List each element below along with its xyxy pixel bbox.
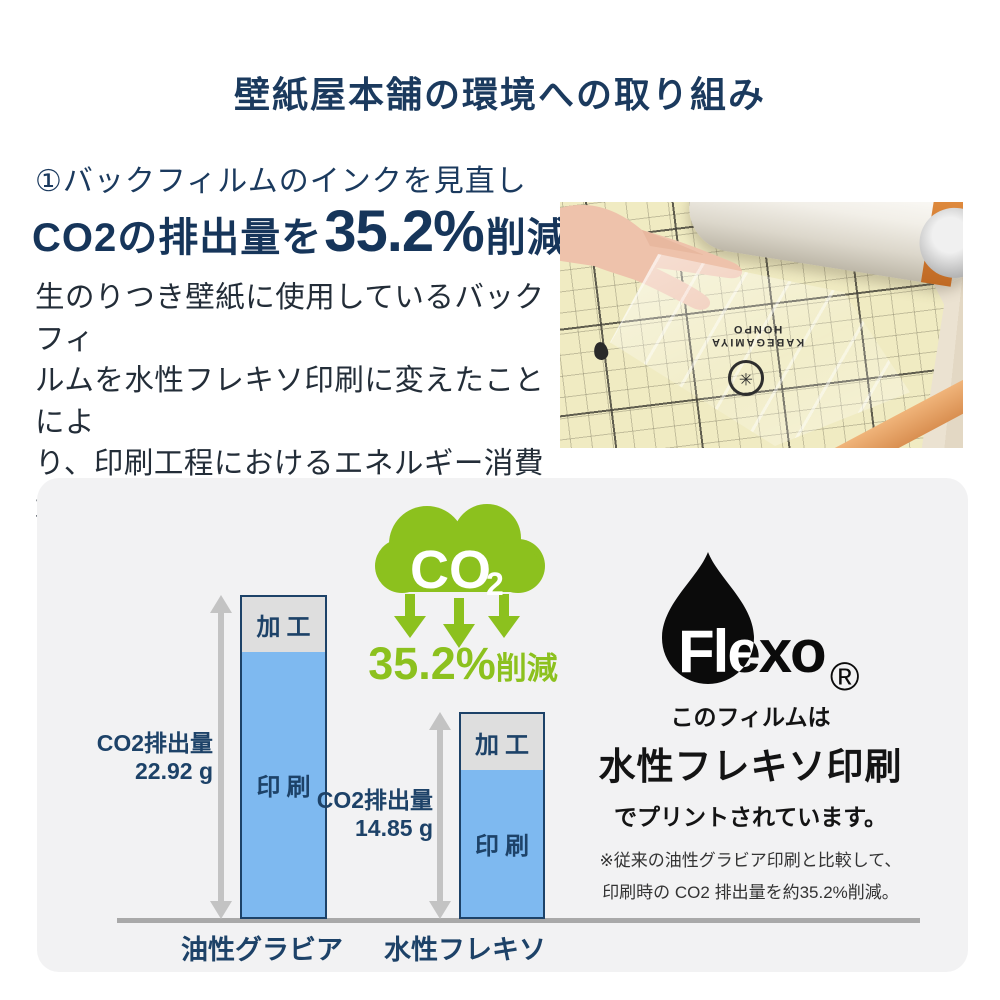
flexo-processing-segment: 加工 xyxy=(459,712,545,772)
film-print-line1: KABEGAMIYA xyxy=(710,336,805,348)
arrow-down-gravure xyxy=(210,901,232,919)
flexo-drop-icon xyxy=(662,552,754,685)
arrow-shaft-flexo xyxy=(437,728,443,903)
flexo-description: このフィルムは 水性フレキソ印刷 でプリントされています。 ※従来の油性グラビア… xyxy=(563,698,938,903)
reduction-suffix: 削減 xyxy=(495,651,558,686)
arrow-shaft-gravure xyxy=(218,611,224,903)
gravure-processing-segment: 加工 xyxy=(240,595,327,654)
flexo-co2-metric: CO2排出量 14.85 g xyxy=(275,786,433,842)
flexo-footnote-line1: ※従来の油性グラビア印刷と比較して、 xyxy=(599,851,902,870)
flexo-metric-value: 14.85 g xyxy=(355,815,433,841)
cloud-co-label: CO xyxy=(410,540,491,600)
flexo-footnote-line2: 印刷時の CO2 排出量を約35.2%削減。 xyxy=(602,883,899,902)
film-print-line2: HONPO xyxy=(731,323,783,335)
flexo-metric-label: CO2排出量 xyxy=(316,787,433,813)
gravure-processing-label: 加工 xyxy=(256,614,317,641)
axis-label-gravure: 油性グラビア xyxy=(181,935,343,965)
co2-statement-highlight: 35.2% xyxy=(324,199,484,264)
flexo-printing-label: 印刷 xyxy=(475,833,535,860)
flexo-desc-line3: でプリントされています。 xyxy=(613,804,887,830)
flexo-processing-label: 加工 xyxy=(475,731,535,759)
film-print-text: KABEGAMIYA HONPO xyxy=(710,322,804,348)
co2-reduction-statement: CO2の排出量を 35.2% 削減 xyxy=(32,198,568,265)
film-circle-logo: ✳ xyxy=(728,360,764,396)
flexo-logo: Flexo Flexo ® xyxy=(662,552,859,693)
flexo-desc-line1: このフィルムは xyxy=(670,704,831,730)
page-title: 壁紙屋本舗の環境への取り組み xyxy=(233,74,766,115)
flexo-desc-line2: 水性フレキソ印刷 xyxy=(598,746,903,787)
flexo-wordmark: Flexo xyxy=(678,618,825,685)
step-heading: ①バックフィルムのインクを見直し xyxy=(35,165,527,198)
gravure-printing-label: 印刷 xyxy=(256,774,317,801)
hand-illustration xyxy=(560,204,742,310)
gravure-metric-label: CO2排出量 xyxy=(96,730,213,756)
gravure-co2-metric: CO2排出量 22.92 g xyxy=(55,729,213,785)
co2-statement-prefix: CO2の排出量を xyxy=(32,216,323,260)
registered-trademark-icon: ® xyxy=(830,655,859,693)
product-photo: KABEGAMIYA HONPO ✳ xyxy=(560,202,963,448)
chart-baseline xyxy=(117,918,920,923)
gravure-metric-value: 22.92 g xyxy=(135,758,213,784)
gravure-printing-segment: 印刷 xyxy=(240,652,327,919)
axis-label-flexo: 水性フレキソ xyxy=(384,935,546,965)
co2-cloud-icon: CO 2 xyxy=(375,504,545,648)
reduction-annotation: 35.2% 削減 xyxy=(368,638,558,690)
reduction-percent: 35.2% xyxy=(368,638,496,689)
arrow-up-flexo xyxy=(429,712,451,730)
flexo-printing-segment: 印刷 xyxy=(459,770,545,919)
arrow-down-flexo xyxy=(429,901,451,919)
cloud-subscript-label: 2 xyxy=(486,566,504,602)
arrow-up-gravure xyxy=(210,595,232,613)
co2-statement-suffix: 削減 xyxy=(485,216,568,260)
